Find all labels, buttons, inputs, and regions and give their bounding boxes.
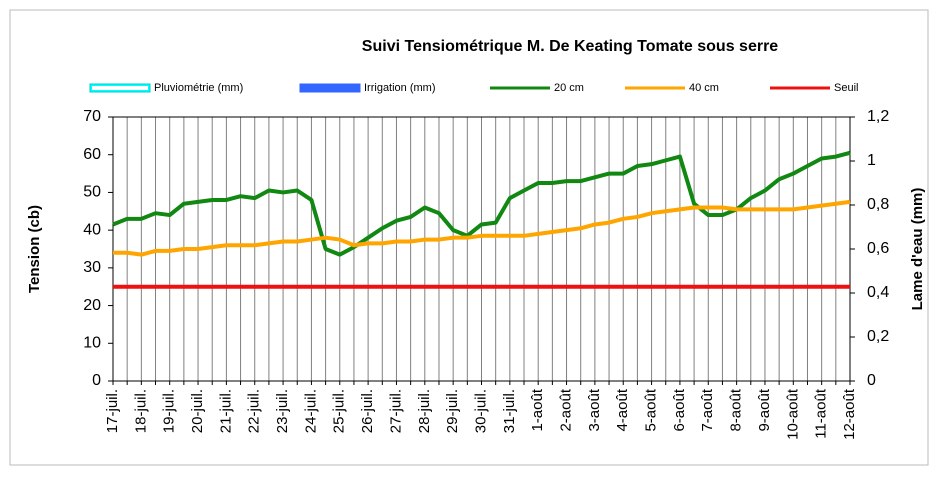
x-tick-label: 30-juil. — [472, 389, 489, 433]
line-series — [113, 199, 851, 257]
y2-tick-label: 0,2 — [867, 328, 889, 345]
y-axis-label: Tension (cb) — [26, 205, 43, 293]
y-tick-label: 0 — [92, 372, 101, 389]
x-tick-label: 5-août — [643, 388, 660, 431]
x-tick-label: 11-août — [813, 388, 830, 439]
y2-tick-label: 0,8 — [867, 196, 889, 213]
x-tick-label: 22-juil. — [246, 389, 263, 433]
x-tick-label: 2-août — [558, 388, 575, 431]
chart-frame — [9, 9, 929, 466]
y-tick-label: 60 — [83, 146, 101, 163]
chart-title: Suivi Tensiométrique M. De Keating Tomat… — [362, 38, 779, 55]
legend-swatch-inner — [92, 86, 148, 90]
legend-label: Pluviométrie (mm) — [154, 82, 243, 94]
x-tick-label: 8-août — [728, 388, 745, 431]
x-tick-label: 10-août — [784, 388, 801, 440]
y-tick-label: 20 — [83, 297, 101, 314]
x-tick-label: 24-juil. — [302, 389, 319, 433]
y2-tick-label: 0,6 — [867, 240, 889, 257]
x-tick-label: 9-août — [756, 388, 773, 431]
legend-label: 40 cm — [689, 82, 719, 94]
y-tick-label: 40 — [83, 221, 101, 238]
x-tick-label: 28-juil. — [416, 389, 433, 433]
x-tick-label: 23-juil. — [274, 389, 291, 433]
y-tick-label: 50 — [83, 184, 101, 201]
y2-tick-label: 0,4 — [867, 284, 889, 301]
line-series — [112, 150, 851, 257]
y2-axis-label: Lame d'eau (mm) — [909, 188, 926, 311]
y2-tick-label: 0 — [867, 372, 876, 389]
x-tick-label: 31-juil. — [501, 389, 518, 433]
x-tick-label: 18-juil. — [132, 389, 149, 433]
x-tick-label: 17-juil. — [104, 389, 121, 433]
x-tick-label: 26-juil. — [359, 389, 376, 433]
x-tick-label: 12-août — [841, 388, 858, 440]
x-tick-label: 20-juil. — [189, 389, 206, 433]
x-tick-label: 27-juil. — [387, 389, 404, 433]
x-tick-label: 25-juil. — [331, 389, 348, 433]
legend-label: Irrigation (mm) — [364, 82, 436, 94]
x-tick-label: 1-août — [529, 388, 546, 431]
y2-tick-label: 1,2 — [867, 108, 889, 125]
legend-swatch — [299, 83, 361, 93]
x-tick-label: 4-août — [614, 388, 631, 431]
y2-tick-label: 1 — [867, 152, 876, 169]
x-tick-label: 21-juil. — [217, 389, 234, 433]
x-tick-label: 7-août — [699, 388, 716, 431]
x-tick-label: 6-août — [671, 388, 688, 431]
legend-label: Seuil — [834, 82, 858, 94]
legend-label: 20 cm — [554, 82, 584, 94]
y-tick-label: 70 — [83, 108, 101, 125]
y-tick-label: 30 — [83, 259, 101, 276]
x-tick-label: 19-juil. — [161, 389, 178, 433]
y-tick-label: 10 — [83, 335, 101, 352]
x-tick-label: 29-juil. — [444, 389, 461, 433]
x-tick-label: 3-août — [586, 388, 603, 431]
